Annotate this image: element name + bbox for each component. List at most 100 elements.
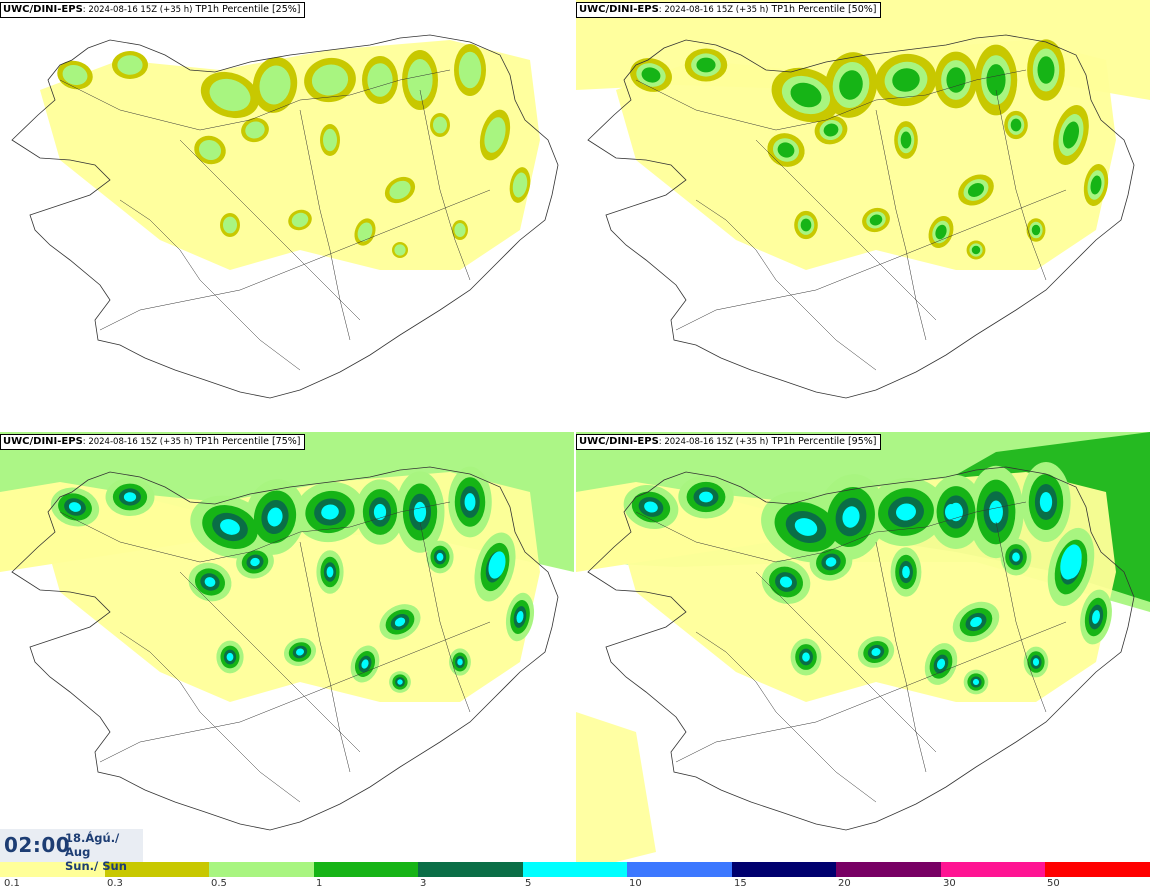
road-line xyxy=(419,89,471,281)
colorbar-label: 20 xyxy=(838,878,851,889)
precip-contour xyxy=(413,501,427,523)
model-name: UWC/DINI-EPS xyxy=(579,436,659,447)
precip-contour xyxy=(902,565,910,579)
precip-peak xyxy=(488,551,506,579)
colorbar-segment xyxy=(627,862,732,877)
precip-contour xyxy=(1062,121,1080,149)
precip-contour xyxy=(971,245,981,255)
road-line xyxy=(755,139,937,321)
coastline xyxy=(587,34,1135,399)
precip-contour xyxy=(267,507,283,527)
road-line xyxy=(99,621,491,763)
precip-contour xyxy=(1092,610,1100,624)
road-line xyxy=(875,109,927,341)
precip-contour xyxy=(454,223,466,237)
precip-contour xyxy=(394,617,406,627)
precip-contour xyxy=(68,502,82,512)
precip-contour xyxy=(1090,175,1102,195)
colorbar-label: 0.5 xyxy=(211,878,227,889)
road-line xyxy=(695,631,877,803)
road-line xyxy=(179,139,361,321)
precip-contour xyxy=(484,117,506,153)
precip-contour xyxy=(869,214,883,226)
precip-contour xyxy=(1010,118,1022,132)
colorbar-segment xyxy=(522,862,628,877)
panel-title: UWC/DINI-EPS: 2024-08-16 15Z (+35 h) TP1… xyxy=(0,2,305,18)
precip-contour xyxy=(644,501,658,513)
precip-map-p50 xyxy=(576,0,1150,399)
precip-contour xyxy=(245,121,265,139)
colorbar-segment xyxy=(313,862,419,877)
precip-contour xyxy=(790,82,822,108)
colorbar-label: 30 xyxy=(943,878,956,889)
precip-contour xyxy=(892,68,920,92)
road-line xyxy=(299,109,351,341)
precip-map-p95 xyxy=(576,432,1150,862)
precip-contour xyxy=(389,180,411,200)
precip-contour xyxy=(357,222,373,242)
precip-contour xyxy=(839,70,863,100)
colorbar-labels: 0.1 0.3 0.5 1 3 5 10 15 20 30 50 xyxy=(0,877,1150,891)
road-line xyxy=(875,541,927,773)
model-name: UWC/DINI-EPS xyxy=(579,4,659,15)
precip-contour xyxy=(373,503,387,521)
precip-contour xyxy=(220,519,240,535)
precip-map-p25 xyxy=(11,34,559,399)
road-line xyxy=(99,189,491,331)
ocean-precip-field xyxy=(576,712,656,862)
precip-contour xyxy=(433,116,447,134)
precip-contour xyxy=(226,652,234,662)
colorbar-label: 15 xyxy=(734,878,747,889)
panel-title: UWC/DINI-EPS: 2024-08-16 15Z (+35 h) TP1… xyxy=(576,434,881,450)
road-line xyxy=(995,89,1047,281)
precip-contour xyxy=(946,67,966,93)
colorbar-segment xyxy=(836,862,941,877)
coastline xyxy=(11,34,559,399)
colorbar-label: 5 xyxy=(525,878,532,889)
field-name: TP1h Percentile [75%] xyxy=(192,436,301,447)
colorbar-label: 10 xyxy=(629,878,642,889)
precip-contour xyxy=(699,491,713,503)
precip-contour xyxy=(367,63,393,97)
precip-contour xyxy=(295,648,305,656)
precip-contour xyxy=(123,492,137,502)
precip-contour xyxy=(204,577,216,587)
precip-contour xyxy=(1031,224,1041,236)
road-line xyxy=(419,521,471,713)
precip-peak xyxy=(1060,544,1082,580)
precip-contour xyxy=(825,557,837,567)
coastline xyxy=(11,466,559,831)
precip-contour xyxy=(696,57,716,73)
precip-contour xyxy=(802,652,810,662)
precip-contour xyxy=(117,55,143,75)
colorbar-segment xyxy=(418,862,523,877)
precip-contour xyxy=(291,212,309,228)
valid-time-box: 02:00 18.Ágú./ Aug Sun./ Sun xyxy=(0,829,143,873)
colorbar-segment xyxy=(1045,862,1150,877)
road-line xyxy=(119,199,301,371)
colorbar-segment xyxy=(104,862,210,877)
field-name: TP1h Percentile [50%] xyxy=(768,4,877,15)
coastline xyxy=(587,466,1135,831)
road-line xyxy=(755,571,937,753)
road-line xyxy=(59,69,451,131)
precip-contour xyxy=(321,504,339,520)
precip-contour xyxy=(62,64,88,86)
precip-contour xyxy=(250,557,260,567)
colorbar-segment xyxy=(209,862,314,877)
precip-contour xyxy=(323,128,337,152)
precip-contour xyxy=(794,518,818,536)
precip-contour xyxy=(311,64,349,96)
precip-contour xyxy=(394,244,406,256)
precip-contour xyxy=(896,503,916,521)
panel-title: UWC/DINI-EPS: 2024-08-16 15Z (+35 h) TP1… xyxy=(576,2,881,18)
field-name: TP1h Percentile [95%] xyxy=(768,436,877,447)
valid-day-line: Sun./ Sun xyxy=(65,859,127,873)
run-info: : 2024-08-16 15Z (+35 h) xyxy=(658,437,769,447)
precip-contour xyxy=(512,172,528,198)
run-info: : 2024-08-16 15Z (+35 h) xyxy=(82,5,193,15)
road-line xyxy=(635,69,1027,131)
colorbar-label: 1 xyxy=(316,878,323,889)
precip-contour xyxy=(436,552,444,562)
precip-contour xyxy=(900,131,912,149)
